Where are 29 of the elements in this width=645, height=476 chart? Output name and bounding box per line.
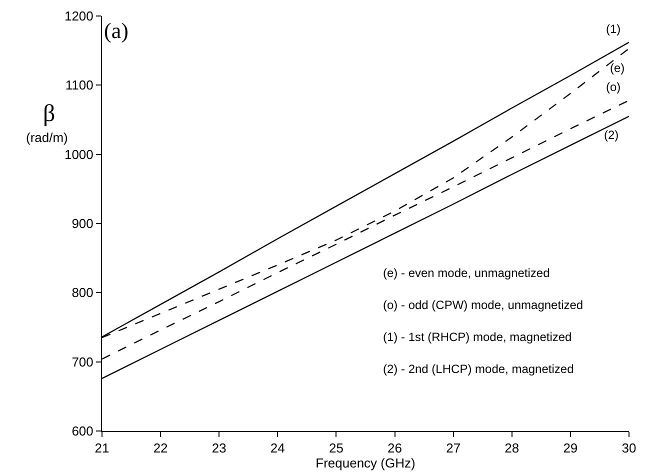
y-tick-label: 800	[72, 285, 94, 300]
x-tick-label: 26	[388, 440, 402, 456]
x-tick-label: 28	[504, 440, 520, 456]
series-label: (1)	[606, 22, 621, 36]
series-label: (e)	[610, 61, 625, 75]
x-tick-label: 24	[270, 440, 285, 456]
x-tick-label: 21	[94, 440, 110, 456]
x-tick-label: 23	[212, 440, 226, 456]
x-tick-label: 22	[153, 440, 168, 456]
annotation: (a)	[104, 18, 128, 43]
x-tick-label: 25	[328, 440, 344, 456]
y-tick-label: 700	[72, 354, 94, 370]
y-tick-label: 900	[72, 216, 94, 232]
x-tick-label: 27	[446, 440, 461, 456]
annotation: (1) - 1st (RHCP) mode, magnetized	[383, 330, 572, 344]
y-tick-label: 1000	[64, 146, 94, 162]
y-tick-label: 1100	[65, 78, 94, 93]
y-axis-title: β	[43, 101, 56, 127]
x-tick-label: 29	[563, 440, 578, 456]
annotation: (e) - even mode, unmagnetized	[383, 266, 550, 280]
y-tick-label: 1200	[64, 8, 94, 24]
x-axis-title: Frequency (GHz)	[316, 456, 416, 471]
annotation: (o) - odd (CPW) mode, unmagnetized	[383, 298, 584, 312]
annotation: (2) - 2nd (LHCP) mode, magnetized	[383, 362, 574, 376]
series-label: (o)	[606, 80, 621, 94]
series-label: (2)	[604, 128, 619, 142]
text: (rad/m)	[26, 130, 68, 145]
x-tick-label: 30	[622, 440, 636, 456]
y-tick-label: 600	[72, 424, 94, 439]
